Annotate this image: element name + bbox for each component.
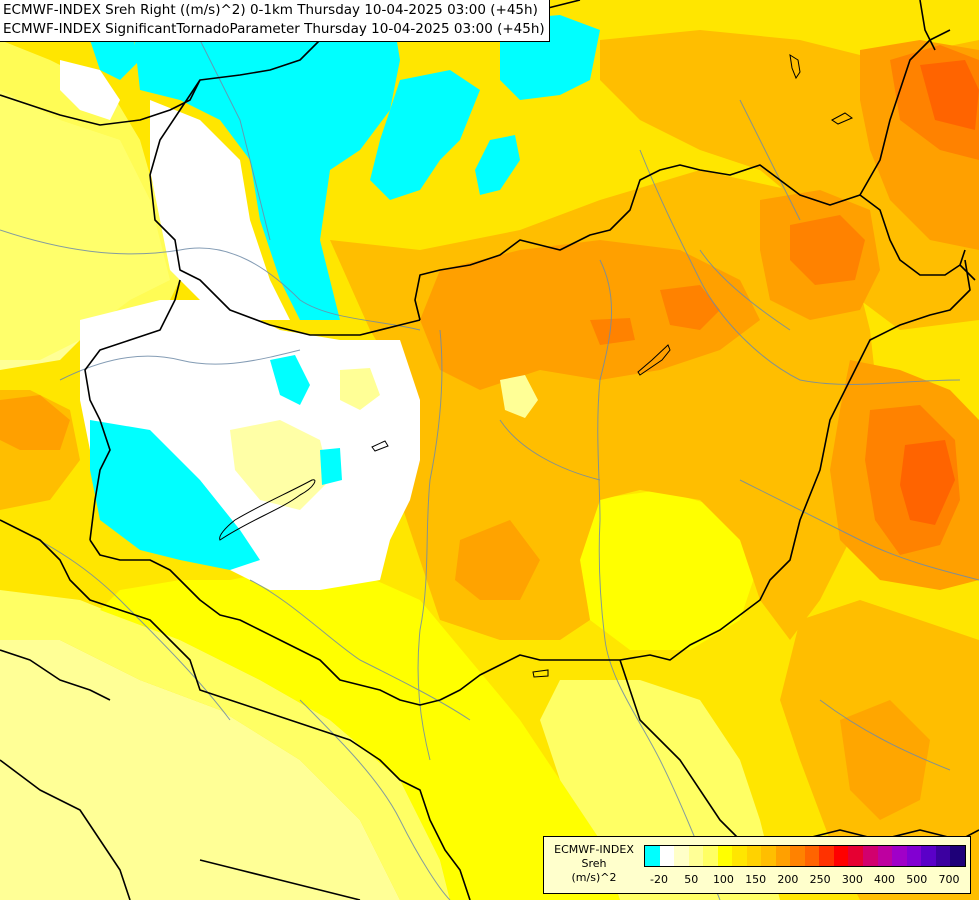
map-title-box: ECMWF-INDEX Sreh Right ((m/s)^2) 0-1km T… <box>0 0 550 42</box>
field-southwest-pale <box>0 640 400 900</box>
map-title-line-2: ECMWF-INDEX SignificantTornadoParameter … <box>3 21 545 37</box>
border-south <box>0 759 131 900</box>
field-nne-core <box>920 60 979 130</box>
legend-swatch-4 <box>703 846 718 866</box>
map-title-line-1: ECMWF-INDEX Sreh Right ((m/s)^2) 0-1km T… <box>3 2 538 18</box>
field-center-yellow <box>580 490 760 650</box>
legend-swatch-11 <box>804 846 820 866</box>
border-ua-pl <box>919 0 936 51</box>
border-hr-bih <box>0 649 111 701</box>
lake-small-1 <box>371 440 389 452</box>
legend-title: ECMWF-INDEX Sreh (m/s)^2 <box>544 843 644 885</box>
legend-swatch-14 <box>848 846 863 866</box>
border-hu-sw <box>89 539 441 706</box>
field-center-orange <box>420 240 760 390</box>
legend-swatch-6 <box>732 846 747 866</box>
legend-swatch-19 <box>921 846 936 866</box>
field-cyan-north <box>130 0 400 320</box>
field-cyan-north-4 <box>475 135 520 195</box>
legend-swatch-18 <box>906 846 922 866</box>
field-cyan-north-2 <box>370 70 480 200</box>
legend-swatch-3 <box>688 846 704 866</box>
border-at-hu <box>84 279 181 541</box>
legend-swatch-0 <box>645 846 660 866</box>
border-hu-north <box>414 164 966 321</box>
field-west-orange-dark <box>0 395 70 450</box>
legend-swatch-10 <box>790 846 805 866</box>
field-south-yellow <box>100 560 620 900</box>
legend-swatch-2 <box>674 846 689 866</box>
legend-tick-label: 200 <box>777 873 799 886</box>
border-si-hr <box>0 519 471 900</box>
legend-title-line-3: (m/s)^2 <box>571 871 617 884</box>
legend-swatch-1 <box>659 846 675 866</box>
legend-tick-label: 700 <box>938 873 960 886</box>
legend-ticks: -20 50 100 150 200 250 300 400 500 700 <box>644 873 966 889</box>
legend-swatch-13 <box>833 846 849 866</box>
field-pale-blob-2 <box>500 375 538 418</box>
field-southeast-orange <box>840 700 930 820</box>
field-cyan-west <box>90 420 260 570</box>
field-southwest-yellow <box>0 590 450 900</box>
legend-swatch-5 <box>717 846 733 866</box>
border-sk-west <box>149 79 421 336</box>
lake-balaton <box>219 479 316 541</box>
field-white-north <box>150 100 290 320</box>
legend-tick-label: 100 <box>712 873 734 886</box>
field-center-dark-orange-2 <box>590 318 635 345</box>
legend-tick-label: 50 <box>684 873 699 886</box>
field-pale-blob-3 <box>340 368 380 410</box>
color-legend: ECMWF-INDEX Sreh (m/s)^2 -20 50 100 150 200 2… <box>543 836 971 894</box>
border-hu-east <box>439 259 971 701</box>
legend-swatch-8 <box>761 846 776 866</box>
legend-swatch-21 <box>950 846 965 866</box>
legend-title-line-2: Sreh <box>581 857 607 870</box>
border-east-inner <box>959 264 976 281</box>
lake-small-4 <box>532 669 549 678</box>
legend-swatch-9 <box>775 846 791 866</box>
lake-small-5 <box>637 344 671 376</box>
legend-tick-label: 250 <box>809 873 831 886</box>
field-cyan-lake <box>320 448 342 485</box>
legend-title-line-1: ECMWF-INDEX <box>554 843 634 856</box>
field-pale-blob <box>230 420 330 510</box>
legend-tick-label: -20 <box>650 873 668 886</box>
legend-tick-label: 300 <box>841 873 863 886</box>
legend-swatch-16 <box>877 846 893 866</box>
field-cyan-spot <box>270 355 310 405</box>
border-serbia <box>619 659 761 861</box>
legend-tick-label: 400 <box>874 873 896 886</box>
legend-swatch-7 <box>746 846 762 866</box>
legend-tick-label: 500 <box>906 873 928 886</box>
field-center-dark-orange <box>660 285 720 330</box>
legend-swatch-12 <box>819 846 834 866</box>
legend-swatch-17 <box>892 846 907 866</box>
border-hr-south <box>199 859 361 900</box>
lake-small-2 <box>831 112 854 125</box>
legend-swatch-20 <box>935 846 951 866</box>
field-west-yellow <box>0 40 180 360</box>
legend-swatch-15 <box>862 846 878 866</box>
lake-small-3 <box>789 53 801 80</box>
legend-tick-label: 150 <box>745 873 767 886</box>
legend-swatches <box>644 845 966 867</box>
field-east-core <box>900 440 955 525</box>
field-south-orange <box>455 520 540 600</box>
field-ne-dark-orange <box>790 215 865 285</box>
field-cyan-nw <box>90 30 140 80</box>
field-white-nw <box>60 60 120 120</box>
